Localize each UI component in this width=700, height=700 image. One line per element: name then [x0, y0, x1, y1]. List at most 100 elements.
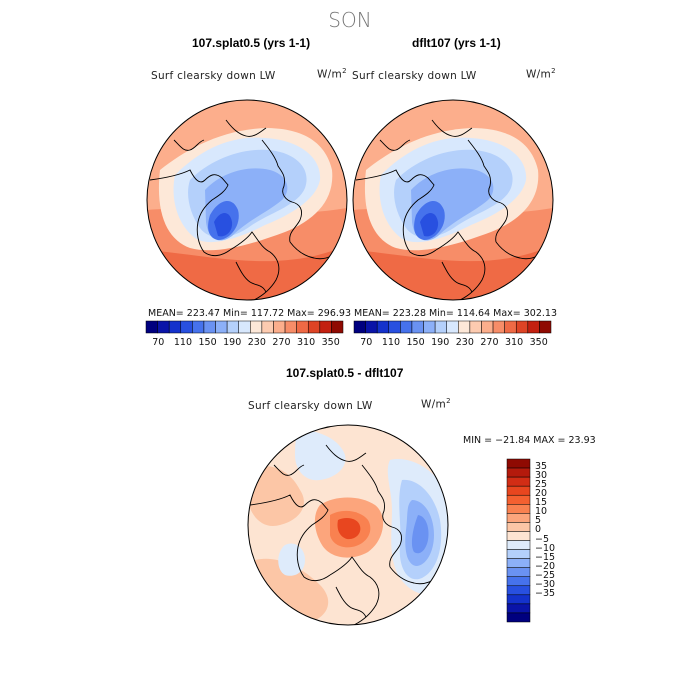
panel1-colorbar-color-cell: [296, 320, 309, 334]
panel1-colorbar: [145, 320, 344, 334]
panel1-stats: MEAN= 223.47 Min= 117.72 Max= 296.93: [148, 308, 352, 319]
field-warm-west: [248, 466, 304, 526]
panel2-colorbar-color-cell: [376, 320, 390, 334]
panel3-colorbar-color-cell: [506, 594, 531, 605]
panel1-colorbar-color-cell: [238, 320, 251, 334]
panel2-colorbar-color-cell: [411, 320, 424, 334]
panel3-colorbar-color-cell: [506, 585, 531, 596]
panel2-colorbar-color-cell: [434, 320, 447, 334]
panel1-colorbar-color-cell: [261, 320, 274, 334]
panel1-colorbar-tick-5: 270: [272, 337, 291, 348]
panel3-colorbar-color-cell: [506, 540, 531, 550]
panel1-colorbar-tick-1: 110: [173, 337, 192, 348]
panel2-colorbar-tick-6: 310: [504, 337, 524, 348]
panel1-field: [147, 100, 347, 300]
panel2-colorbar-color-cell: [388, 320, 401, 334]
panel2-colorbar-tick-1: 110: [381, 337, 400, 348]
panel2-colorbar-tick-3: 190: [431, 337, 450, 348]
panel3-field: [248, 425, 448, 625]
panel1-colorbar-color-cell: [331, 320, 344, 334]
panel2-colorbar-color-cell: [446, 320, 459, 334]
panel3-colorbar-color-cell: [506, 504, 531, 514]
panel1-colorbar-color-cell: [203, 320, 216, 334]
panel3-colorbar-color-cell: [506, 567, 531, 577]
panel2-colorbar-tick-2: 150: [406, 337, 425, 348]
panel3-colorbar-tick-9: −10: [535, 542, 556, 554]
panel2-colorbar-color-cell: [365, 320, 378, 334]
panel3-colorbar-tick-3: 20: [535, 488, 548, 500]
panel1-colorbar-color-cell: [307, 320, 321, 334]
panel1-colorbar-color-cell: [145, 320, 158, 334]
panel1-units-label: W/m2: [317, 67, 347, 81]
panel3-colorbar-tick-11: −20: [535, 560, 556, 572]
panel1-colorbar-color-cell: [273, 320, 286, 334]
panel1-colorbar-color-cell: [250, 320, 263, 334]
panel2-colorbar-color-cell: [492, 320, 505, 334]
panel3-units-label: W/m2: [421, 397, 451, 411]
panel3-colorbar-tick-1: 30: [535, 470, 548, 482]
panel3-colorbar-color-cell: [506, 612, 531, 623]
panel1-colorbar-tick-0: 70: [152, 337, 165, 348]
panel3-colorbar-color-cell: [506, 549, 531, 559]
panel2-map-border: [352, 99, 554, 301]
panel2-map: [353, 100, 553, 300]
panel2-colorbar-color-cell: [481, 320, 494, 334]
panel2-colorbar-color-cell: [353, 320, 366, 334]
panel2-colorbar-tick-5: 270: [480, 337, 499, 348]
panel3-colorbar-tick-10: −15: [535, 551, 556, 563]
panel3-colorbar-color-cell: [506, 476, 531, 487]
panel3-colorbar-color-cell: [506, 458, 531, 469]
panel3-colorbar-color-cell: [506, 494, 531, 505]
panel2-stats: MEAN= 223.28 Min= 114.64 Max= 302.13: [354, 308, 558, 319]
panel2-field: [353, 100, 553, 300]
panel1-map: [147, 100, 347, 300]
panel3-colorbar-color-cell: [506, 531, 531, 541]
field-warm-center3: [337, 518, 361, 540]
panel3-colorbar-tick-6: 5: [535, 515, 542, 527]
panel3-colorbar-tick-12: −25: [535, 569, 556, 581]
panel3-colorbar-tick-5: 10: [535, 506, 548, 518]
panel1-coastlines: [149, 119, 339, 300]
panel2-colorbar-color-cell: [515, 320, 529, 334]
panel3-colorbar-tick-8: −5: [535, 533, 550, 545]
panel3-stats: MIN = −21.84 MAX = 23.93: [463, 435, 596, 446]
field-cool5: [420, 213, 439, 237]
panel3-variable-label: Surf clearsky down LW: [248, 400, 373, 412]
panel3-colorbar-tick-0: 35: [535, 461, 548, 473]
panel3-colorbar-color-cell: [506, 467, 531, 478]
panel1-colorbar-color-cell: [180, 320, 193, 334]
panel1-map-border: [146, 99, 348, 301]
panel1-colorbar-color-cell: [319, 320, 332, 334]
panel2-colorbar-tick-0: 70: [360, 337, 373, 348]
panel3-colorbar-color-cell: [506, 603, 531, 614]
panel1-colorbar-tick-6: 310: [296, 337, 316, 348]
panel2-colorbar-tick-7: 350: [529, 337, 548, 348]
panel1-title: 107.splat0.5 (yrs 1-1): [192, 36, 311, 50]
panel3-colorbar-color-cell: [506, 513, 531, 523]
field-cool-north: [295, 430, 346, 481]
panel1-variable-label: Surf clearsky down LW: [151, 70, 276, 82]
field-cool-southwest: [278, 543, 305, 576]
panel1-colorbar-color-cell: [168, 320, 182, 334]
panel3-colorbar-tick-4: 15: [535, 497, 548, 509]
panel2-units-label: W/m2: [526, 67, 556, 81]
panel3-colorbar-color-cell: [506, 576, 531, 587]
panel2-colorbar-color-cell: [469, 320, 482, 334]
panel1-colorbar-color-cell: [215, 320, 228, 334]
panel3-colorbar-tick-13: −30: [535, 578, 556, 590]
panel1-colorbar-color-cell: [226, 320, 239, 334]
panel2-colorbar: [353, 320, 552, 334]
panel1-colorbar-tick-2: 150: [198, 337, 217, 348]
panel1-colorbar-color-cell: [192, 320, 205, 334]
panel2-colorbar-color-cell: [539, 320, 552, 334]
panel2-title: dflt107 (yrs 1-1): [412, 36, 501, 50]
panel3-colorbar-tick-7: 0: [535, 524, 542, 536]
panel3-map-border: [247, 424, 449, 626]
panel1-colorbar-color-cell: [284, 320, 297, 334]
panel2-colorbar-color-cell: [458, 320, 471, 334]
panel2-colorbar-color-cell: [504, 320, 517, 334]
panel2-colorbar-color-cell: [527, 320, 540, 334]
panel2-colorbar-color-cell: [423, 320, 436, 334]
panel1-colorbar-color-cell: [157, 320, 170, 334]
